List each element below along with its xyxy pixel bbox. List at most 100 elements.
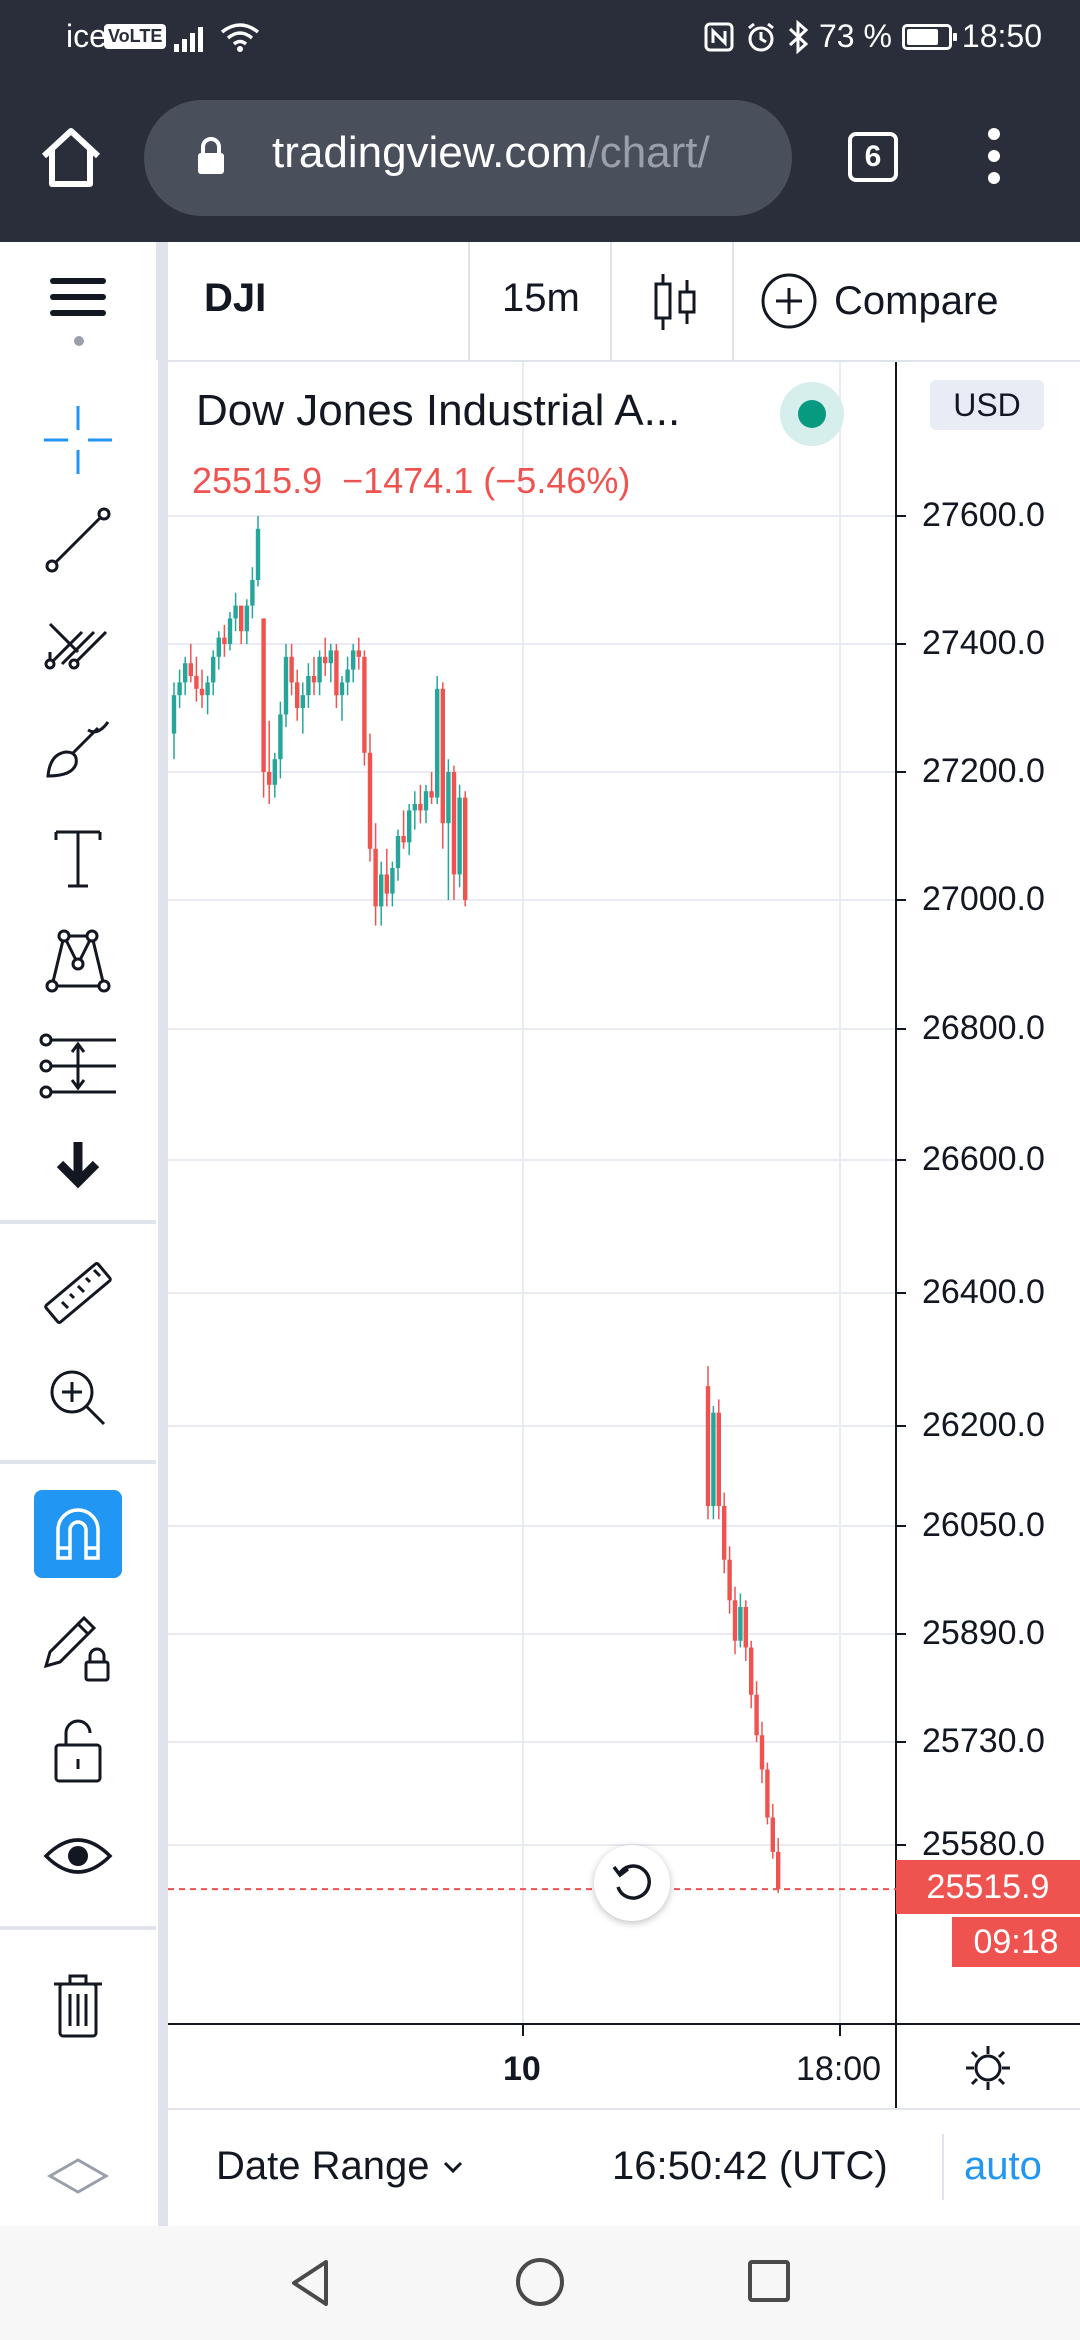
address-bar[interactable]: tradingview.com/chart/ xyxy=(144,100,792,216)
crosshair-icon xyxy=(44,406,112,474)
interval-button[interactable]: 15m xyxy=(502,276,580,320)
candle-body xyxy=(356,650,361,657)
reset-chart-button[interactable] xyxy=(594,1845,670,1921)
magnet-tool[interactable] xyxy=(34,1490,122,1578)
candle-body xyxy=(244,605,249,632)
candle-body xyxy=(345,669,350,683)
brush-tool[interactable] xyxy=(32,704,124,796)
candle-body xyxy=(311,676,317,683)
last-price-tag: 25515.9 xyxy=(896,1860,1080,1914)
main-menu-icon[interactable] xyxy=(50,278,106,324)
legend-values: 25515.9 −1474.1 (−5.46%) xyxy=(192,460,630,502)
candle-body xyxy=(435,688,440,798)
candle-body xyxy=(732,1600,738,1641)
bluetooth-icon xyxy=(788,19,809,54)
candle-body xyxy=(334,650,339,696)
candle-body xyxy=(429,791,434,798)
eye-icon xyxy=(43,1838,113,1874)
reset-icon xyxy=(612,1864,651,1900)
trash-icon xyxy=(54,1974,102,2038)
magnet-icon xyxy=(56,1508,100,1560)
status-bar: ice VoLTE 73 % 18:50 xyxy=(0,0,1080,72)
market-status-indicator[interactable] xyxy=(780,382,844,446)
plus-circle-icon xyxy=(761,273,817,329)
pattern-tool[interactable] xyxy=(32,914,124,1006)
candle-body xyxy=(177,682,182,696)
home-circle-icon[interactable] xyxy=(514,2256,566,2308)
candle-body xyxy=(289,656,294,683)
home-icon[interactable] xyxy=(38,124,104,190)
compare-button[interactable]: Compare xyxy=(760,272,999,330)
settings-gear-icon[interactable] xyxy=(964,2044,1012,2092)
hide-drawings-tool[interactable] xyxy=(32,1810,124,1902)
url-text: tradingview.com/chart/ xyxy=(272,128,770,178)
recents-icon[interactable] xyxy=(746,2258,792,2304)
price-axis-label: 27200.0 xyxy=(922,752,1045,790)
candle-body xyxy=(216,637,221,657)
candle-body xyxy=(227,618,233,644)
price-axis-label: 25890.0 xyxy=(922,1614,1045,1652)
candle-body xyxy=(339,682,345,696)
symbol-description[interactable]: Dow Jones Industrial A... xyxy=(196,386,681,435)
menu-indicator-dot xyxy=(74,336,84,346)
browser-menu-button[interactable] xyxy=(982,128,1006,188)
candle-body xyxy=(395,836,401,868)
currency-label[interactable]: USD xyxy=(930,380,1044,430)
candle-body xyxy=(457,797,462,875)
pattern-icon xyxy=(45,929,111,993)
pitchfork-tool[interactable] xyxy=(32,594,124,686)
date-range-button[interactable]: Date Range xyxy=(216,2144,465,2189)
trend-line-tool[interactable] xyxy=(32,494,124,586)
candle-body xyxy=(188,663,193,676)
candle-body xyxy=(446,772,451,824)
toolbar-separator xyxy=(0,1460,156,1464)
candle-body xyxy=(765,1769,770,1818)
candle-body xyxy=(239,605,244,632)
date-range-label: Date Range xyxy=(216,2144,430,2188)
more-tools-button[interactable] xyxy=(32,1118,124,1210)
candle-body xyxy=(272,759,277,785)
candle-body xyxy=(412,804,417,811)
price-axis-label: 26050.0 xyxy=(922,1506,1045,1544)
ruler-tool[interactable] xyxy=(32,1248,124,1340)
candle-body xyxy=(300,695,305,708)
crosshair-tool[interactable] xyxy=(32,394,124,486)
layers-tool[interactable] xyxy=(32,2150,124,2200)
symbol-search-button[interactable]: DJI xyxy=(204,276,267,320)
measure-tool[interactable] xyxy=(32,1020,124,1112)
auto-scale-button[interactable]: auto xyxy=(964,2144,1042,2188)
toolbar-divider-strip xyxy=(156,242,168,2230)
remove-drawings-tool[interactable] xyxy=(32,1960,124,2052)
utc-clock[interactable]: 16:50:42 (UTC) xyxy=(612,2144,888,2188)
candle-body xyxy=(317,656,322,683)
lock-drawings-tool[interactable] xyxy=(32,1600,124,1692)
candle-body xyxy=(451,772,457,875)
back-icon[interactable] xyxy=(286,2256,334,2310)
candle-body xyxy=(261,618,266,772)
lock-all-tool[interactable] xyxy=(32,1704,124,1796)
price-change-value: −1474.1 (−5.46%) xyxy=(342,460,631,501)
zoom-in-tool[interactable] xyxy=(32,1352,124,1444)
signal-icon xyxy=(174,27,203,52)
candle-body xyxy=(722,1506,727,1560)
candle-body xyxy=(418,804,423,811)
lock-icon xyxy=(198,137,224,174)
candle-body xyxy=(283,656,289,715)
countdown-tag: 09:18 xyxy=(952,1917,1080,1967)
candle-body xyxy=(373,848,378,907)
candle-body xyxy=(390,868,395,894)
text-tool[interactable] xyxy=(32,812,124,904)
candle-body xyxy=(705,1386,711,1506)
candles-chart-type-icon[interactable] xyxy=(652,272,698,332)
candle-body xyxy=(362,656,367,753)
nfc-icon xyxy=(704,22,734,51)
drawing-toolbar xyxy=(0,360,158,2230)
candle-body xyxy=(401,836,406,843)
price-axis-label: 25580.0 xyxy=(922,1825,1045,1863)
candle-body xyxy=(759,1735,765,1770)
chart-bottom-bar: Date Range 16:50:42 (UTC) auto xyxy=(168,2108,1080,2228)
tab-switcher-button[interactable]: 6 xyxy=(848,132,898,182)
toolbar-separator xyxy=(0,1926,156,1930)
bottom-bar-divider xyxy=(942,2134,944,2200)
